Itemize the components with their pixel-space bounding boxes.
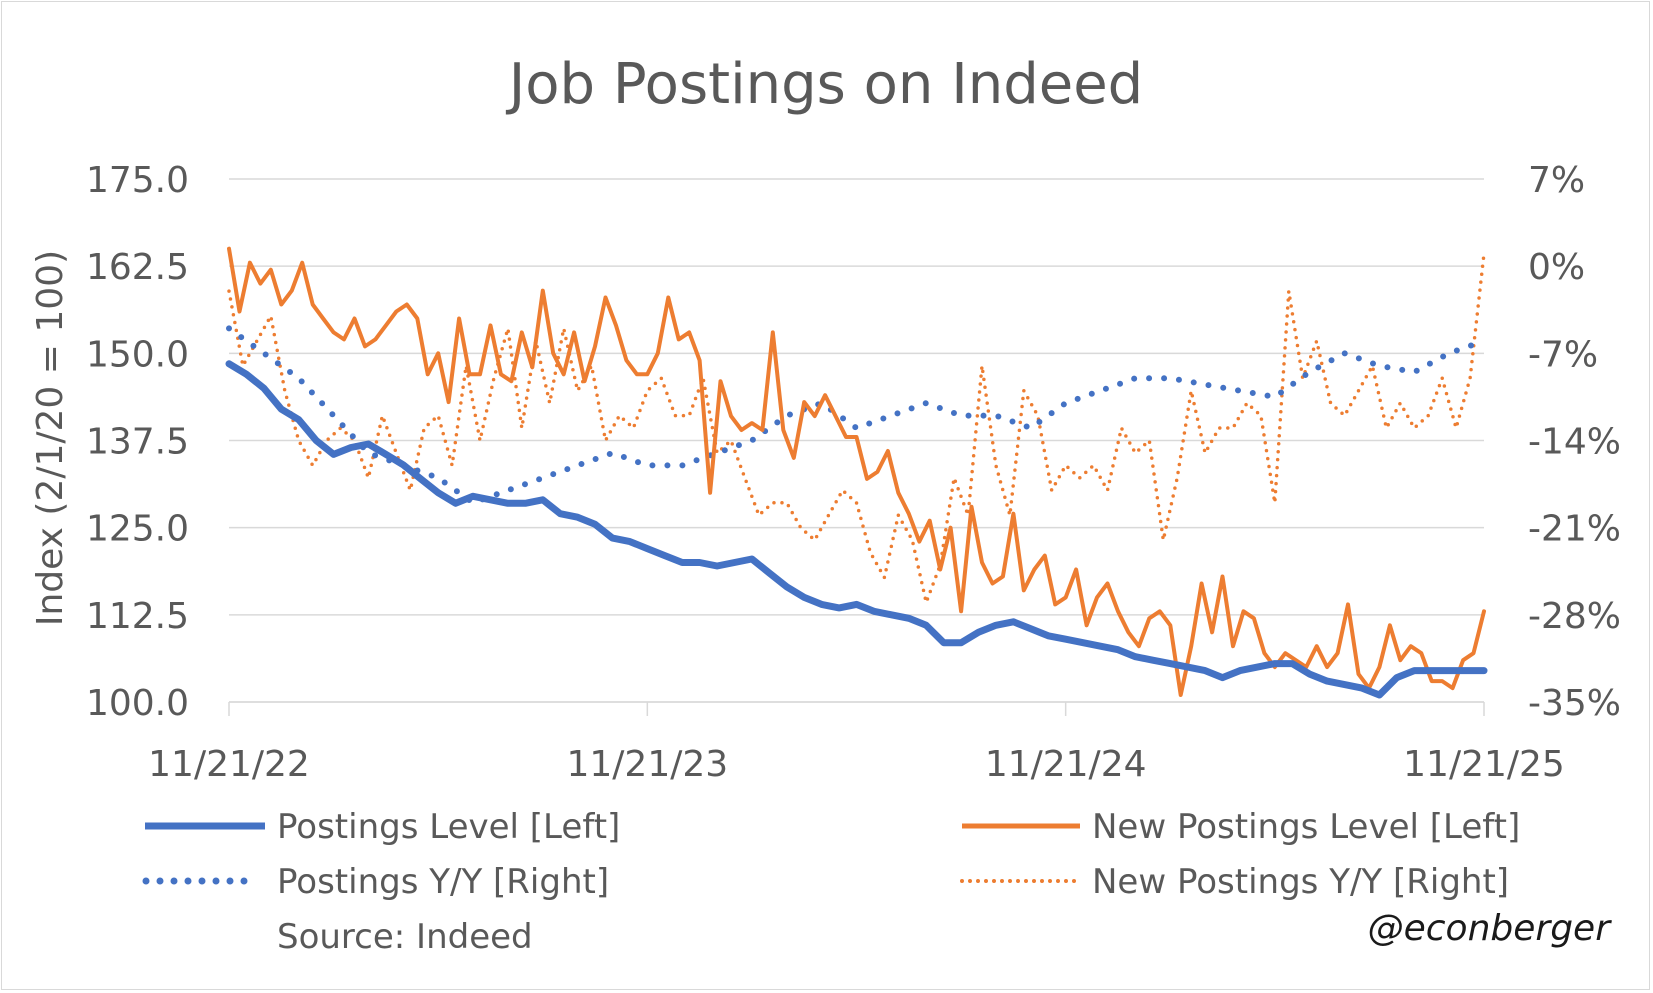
series-line-postings-level-left	[225, 360, 1488, 699]
x-tick-label: 11/21/25	[1403, 744, 1565, 785]
x-tick-label: 11/21/24	[985, 744, 1147, 785]
x-tick-label: 11/21/22	[148, 744, 310, 785]
y-tick-label-right: -14%	[1528, 422, 1621, 463]
y-tick-label-left: 162.5	[86, 247, 189, 288]
y-axis-label: Index (2/1/20 = 100)	[30, 250, 71, 626]
legend-label-postings-level: Postings Level [Left]	[277, 807, 620, 847]
y-axis-right-ticks: -35% -28% -21% -14% -7% 0% 7%	[1528, 160, 1621, 724]
legend-label-postings-yy: Postings Y/Y [Right]	[277, 862, 609, 902]
y-tick-label-right: 0%	[1528, 247, 1585, 288]
y-tick-label-left: 100.0	[86, 683, 189, 724]
y-tick-label-left: 125.0	[86, 509, 189, 550]
y-tick-label-left: 175.0	[86, 160, 189, 201]
series-line-postings-y-y-right	[226, 325, 1487, 506]
chart-title: Job Postings on Indeed	[506, 52, 1143, 117]
series-lines	[225, 246, 1488, 699]
legend-label-new-postings-yy: New Postings Y/Y [Right]	[1092, 862, 1509, 902]
y-tick-label-left: 150.0	[86, 334, 189, 375]
series-line-new-postings-y-y-right	[227, 251, 1486, 605]
y-tick-label-left: 112.5	[86, 596, 189, 637]
x-tick-label: 11/21/23	[566, 744, 728, 785]
x-axis-ticks: 11/21/22 11/21/23 11/21/24 11/21/25	[148, 701, 1565, 785]
y-tick-label-right: -21%	[1528, 509, 1621, 550]
source-note: Source: Indeed	[277, 917, 533, 957]
y-tick-label-right: -35%	[1528, 683, 1621, 724]
y-tick-label-right: -28%	[1528, 596, 1621, 637]
credit-label: @econberger	[1368, 908, 1613, 949]
y-axis-left-ticks: 100.0 112.5 125.0 137.5 150.0 162.5 175.0	[86, 160, 189, 724]
legend: Postings Level [Left] New Postings Level…	[142, 807, 1520, 902]
y-tick-label-right: -7%	[1528, 334, 1598, 375]
y-tick-label-right: 7%	[1528, 160, 1585, 201]
y-tick-label-left: 137.5	[86, 422, 189, 463]
legend-label-new-postings-level: New Postings Level [Left]	[1092, 807, 1520, 847]
